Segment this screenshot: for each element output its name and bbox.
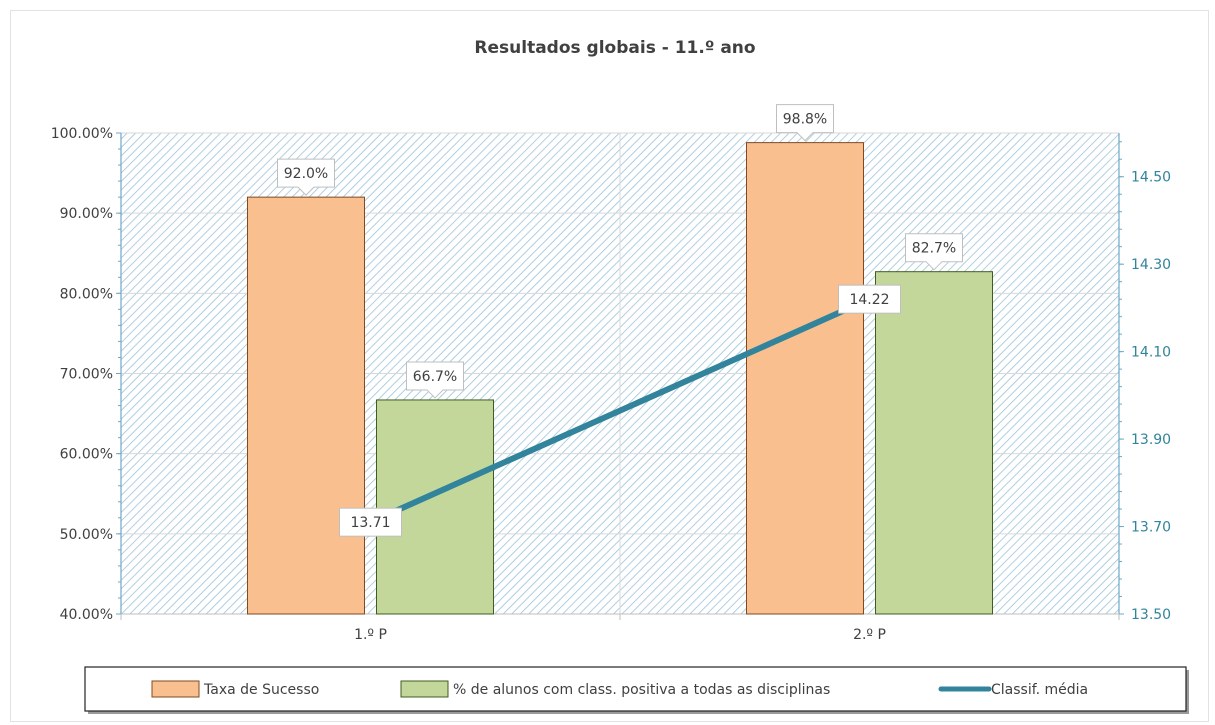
y-left-tick-label: 80.00% [60, 286, 113, 302]
data-label-box [838, 284, 901, 314]
data-label-text: 14.22 [849, 292, 889, 308]
y-right-tick-label: 14.30 [1131, 257, 1171, 273]
y-left-tick-label: 50.00% [60, 527, 113, 543]
y-right-tick-label: 13.90 [1131, 432, 1171, 448]
chart-title: Resultados globais - 11.º ano [474, 38, 755, 58]
legend-label: Classif. média [991, 682, 1088, 698]
data-label-box [776, 104, 834, 142]
legend-swatch [400, 680, 449, 698]
data-label-box [277, 158, 335, 196]
y-left-tick-label: 70.00% [60, 367, 113, 383]
y-left-tick-label: 60.00% [60, 447, 113, 463]
x-category-label: 1.º P [354, 627, 387, 643]
y-left-tick-label: 100.00% [51, 126, 113, 142]
data-label-text: 98.8% [783, 112, 827, 128]
legend-label: Taxa de Sucesso [203, 682, 319, 698]
data-label-text: 13.71 [350, 515, 390, 531]
data-label-box [406, 361, 464, 399]
data-label-box [339, 507, 402, 537]
bar-alunos-positiva [376, 399, 494, 615]
bar-taxa-sucesso [247, 196, 365, 615]
bar-taxa-sucesso [746, 142, 864, 615]
data-label-box [905, 233, 963, 271]
y-right-tick-label: 14.10 [1131, 345, 1171, 361]
legend-swatch [151, 680, 200, 698]
data-label-text: 82.7% [912, 241, 956, 257]
bar-data-label: 82.7% [905, 233, 963, 271]
y-right-tick-label: 14.50 [1131, 170, 1171, 186]
bar-alunos-positiva [875, 271, 993, 615]
line-data-label: 13.71 [339, 507, 402, 537]
chart-svg: Resultados globais - 11.º ano 40.00% 50.0… [51, 38, 1189, 714]
line-classif-media [369, 296, 871, 525]
bar-data-label: 98.8% [776, 104, 834, 142]
chart-frame: Resultados globais - 11.º ano 40.00% 50.0… [10, 10, 1209, 722]
y-left-tick-label: 90.00% [60, 206, 113, 222]
legend-label: % de alunos com class. positiva a todas … [453, 682, 830, 698]
line-data-label: 14.22 [838, 284, 901, 314]
legend: Taxa de Sucesso % de alunos com class. po… [84, 666, 1189, 714]
x-category-label: 2.º P [853, 627, 886, 643]
y-left-tick-label: 40.00% [60, 607, 113, 623]
plot-area: 40.00% 50.00% 60.00% 70.00% 80.00% 90.00% 100.… [51, 104, 1171, 643]
data-label-text: 92.0% [284, 166, 328, 182]
bar-data-label: 66.7% [406, 361, 464, 399]
bar-data-label: 92.0% [277, 158, 335, 196]
legend-box [84, 666, 1187, 712]
y-right-tick-label: 13.50 [1131, 607, 1171, 623]
y-right-tick-label: 13.70 [1131, 520, 1171, 536]
data-label-text: 66.7% [413, 369, 457, 385]
